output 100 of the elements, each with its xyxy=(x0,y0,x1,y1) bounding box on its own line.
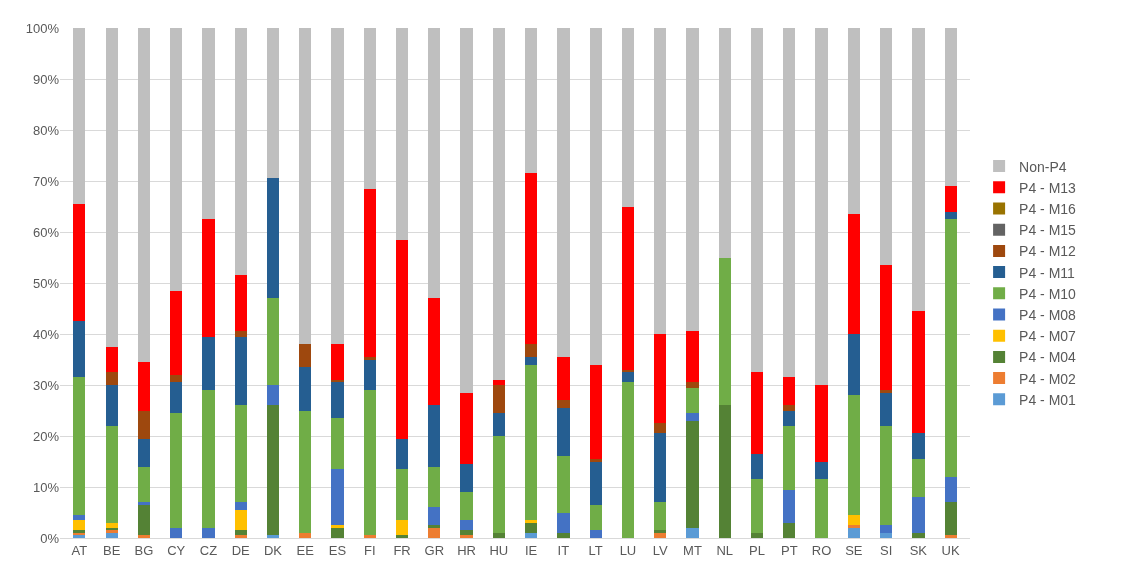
legend-label: P4 - M16 xyxy=(1019,200,1077,217)
bar xyxy=(718,405,731,538)
bar xyxy=(492,436,505,533)
bar xyxy=(202,28,215,220)
bar xyxy=(234,336,247,406)
bar xyxy=(654,28,667,334)
x-tick-label: CY xyxy=(167,542,186,558)
bar xyxy=(589,461,602,505)
bar xyxy=(460,535,473,538)
bar xyxy=(331,418,344,470)
x-tick-label: DE xyxy=(231,542,251,558)
bar xyxy=(847,214,860,334)
bar xyxy=(137,502,151,505)
x-tick-label: SI xyxy=(879,542,893,558)
bar xyxy=(750,479,764,533)
bar xyxy=(879,532,893,538)
bar xyxy=(266,298,280,385)
bar xyxy=(944,28,957,187)
bar xyxy=(395,239,409,439)
x-tick-label: ES xyxy=(328,542,347,558)
bar xyxy=(428,527,441,538)
bar xyxy=(363,28,376,189)
bar xyxy=(460,530,473,536)
y-tick-label: 100% xyxy=(25,20,60,36)
bar xyxy=(266,535,280,538)
bar xyxy=(654,334,667,424)
bar xyxy=(912,497,925,533)
bar xyxy=(105,425,118,523)
y-tick-label: 0% xyxy=(40,530,60,546)
x-tick-label: SE xyxy=(845,542,863,558)
bar xyxy=(589,28,602,365)
bar xyxy=(686,413,699,421)
bar xyxy=(621,372,635,383)
bar xyxy=(750,372,764,454)
x-tick-label: LV xyxy=(652,542,669,558)
bar xyxy=(750,532,764,538)
bar xyxy=(847,395,860,516)
bar xyxy=(137,28,151,363)
bar xyxy=(654,502,667,531)
bar xyxy=(234,535,247,538)
bar xyxy=(783,377,796,406)
bar xyxy=(879,390,893,393)
bar xyxy=(363,390,376,536)
legend-label: P4 - M11 xyxy=(1019,264,1076,281)
bar xyxy=(525,520,538,523)
bar xyxy=(460,520,473,531)
bar xyxy=(234,509,247,531)
bar xyxy=(395,438,409,470)
y-tick-label: 50% xyxy=(32,275,60,291)
bar xyxy=(847,525,860,528)
bar xyxy=(815,28,828,385)
bar xyxy=(557,28,570,357)
bar xyxy=(202,527,215,538)
bar xyxy=(944,219,957,477)
x-tick-label: PL xyxy=(749,542,765,558)
x-tick-label: HR xyxy=(457,542,476,558)
bar xyxy=(557,532,570,538)
legend-label: P4 - M01 xyxy=(1019,391,1077,408)
bar xyxy=(331,469,344,526)
bar xyxy=(460,392,473,465)
y-tick-label: 80% xyxy=(32,122,60,138)
bar xyxy=(879,525,893,533)
bar xyxy=(492,532,505,538)
bar xyxy=(266,385,280,406)
bar xyxy=(299,344,312,368)
bar xyxy=(395,520,409,536)
y-tick-label: 40% xyxy=(32,326,60,342)
bar xyxy=(492,413,505,436)
bar xyxy=(170,290,183,375)
bar xyxy=(73,520,86,531)
bar xyxy=(266,405,280,536)
bar xyxy=(105,522,118,528)
bar xyxy=(105,385,118,426)
legend-label: P4 - M10 xyxy=(1019,285,1077,302)
bar xyxy=(73,321,86,378)
bar xyxy=(783,410,796,426)
bar xyxy=(137,535,151,538)
x-tick-label: NL xyxy=(716,542,734,558)
bar xyxy=(170,413,183,528)
bar xyxy=(686,420,699,528)
bar xyxy=(654,532,667,538)
x-tick-label: LU xyxy=(619,542,637,558)
bar xyxy=(525,173,538,345)
x-tick-label: IE xyxy=(524,542,538,558)
bar xyxy=(879,28,893,266)
bar xyxy=(73,28,86,204)
y-tick-label: 10% xyxy=(32,479,60,495)
bar xyxy=(363,188,376,357)
bar xyxy=(847,515,860,526)
bar xyxy=(299,532,312,538)
x-tick-label: PT xyxy=(780,542,798,558)
bar xyxy=(654,423,667,434)
bar xyxy=(105,28,118,347)
bar xyxy=(912,311,925,434)
x-tick-label: GR xyxy=(424,542,445,558)
bar xyxy=(912,532,925,538)
bar xyxy=(783,522,796,538)
bar xyxy=(363,359,376,391)
bar xyxy=(299,28,312,345)
bar xyxy=(137,362,151,411)
